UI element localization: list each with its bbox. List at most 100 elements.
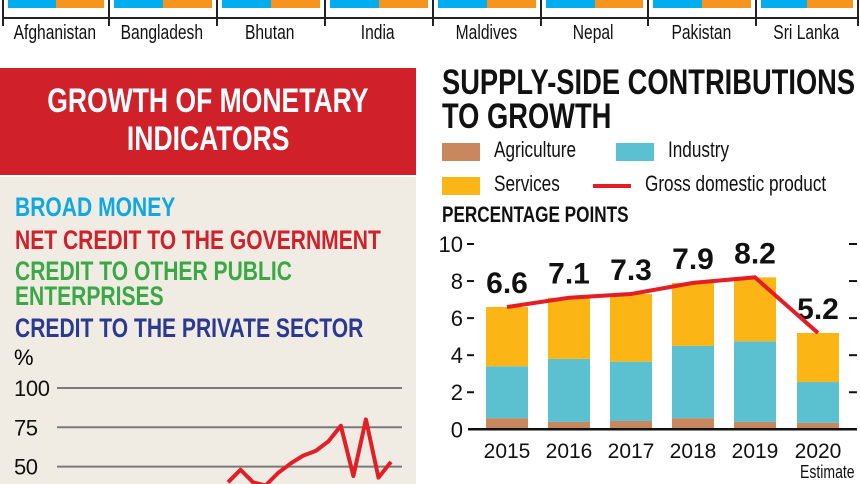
strip-bar-right: [56, 0, 104, 8]
country-cell: Pakistan: [647, 22, 755, 45]
country-label: Bhutan: [245, 22, 295, 44]
strip-bar-right: [379, 0, 428, 8]
x-tick-label: 2015: [484, 440, 531, 463]
x-tick-label: 2019: [732, 440, 779, 463]
y-tick-label: 4: [451, 343, 463, 368]
legend-label: Industry: [668, 137, 730, 162]
strip-bar-right: [702, 0, 751, 8]
bar-agriculture-2018: [672, 418, 714, 430]
strip-divider: [755, 0, 757, 26]
strip-divider: [2, 0, 4, 26]
strip-bar-right: [594, 0, 643, 8]
legend-swatch: [442, 177, 480, 195]
y-tick-label: 50: [14, 455, 38, 480]
right-title-line2: TO GROWTH: [442, 97, 612, 136]
legend-label: Gross domestic product: [645, 171, 827, 196]
country-cell: Bangladesh: [108, 22, 216, 45]
strip-bar-right: [487, 0, 536, 8]
strip-bar-left: [330, 0, 379, 8]
strip-bar-left: [438, 0, 487, 8]
gdp-line: [506, 275, 820, 335]
legend-swatch: [616, 143, 654, 161]
legend-item: Gross domestic product: [645, 171, 860, 197]
left-title-line2: INDICATORS: [126, 120, 290, 158]
series-line-net-credit-government: [226, 417, 393, 484]
country-label: Pakistan: [671, 22, 731, 44]
country-label: India: [361, 22, 395, 44]
legend-swatch: [593, 184, 631, 188]
country-cell: India: [324, 22, 432, 45]
strip-bar-left: [653, 0, 702, 8]
y-tick-label: 8: [451, 269, 463, 294]
unit-label: PERCENTAGE POINTS: [442, 202, 629, 227]
left-title-line1: GROWTH OF MONETARY: [47, 82, 369, 120]
bar-services-2019: [734, 277, 776, 342]
country-label: Bangladesh: [120, 22, 204, 44]
legend-label: Services: [494, 171, 560, 196]
left-panel-body: BROAD MONEY NET CREDIT TO THE GOVERNMENT…: [0, 177, 416, 484]
bar-services-2015: [486, 307, 528, 367]
legend-swatch: [442, 143, 480, 161]
country-cell: Bhutan: [216, 22, 324, 45]
y-tick-label: 10: [439, 232, 463, 257]
bar-services-2018: [672, 282, 714, 346]
strip-bar-left: [114, 0, 163, 8]
x-tick-label: 2020: [795, 440, 842, 463]
legend-item: Services: [494, 171, 578, 197]
bar-industry-2020: [797, 382, 839, 423]
legend-item: Industry: [668, 137, 746, 163]
strip-bar-right: [163, 0, 212, 8]
legend-credit-private-sector: CREDIT TO THE PRIVATE SECTOR: [15, 313, 364, 343]
country-label: Nepal: [573, 22, 614, 44]
data-label: 7.3: [610, 254, 652, 287]
x-tick-label: 2016: [546, 440, 593, 463]
legend-item: Agriculture: [494, 137, 599, 163]
estimate-note: Estimate: [800, 462, 855, 482]
country-label: Sri Lanka: [773, 22, 839, 44]
bar-industry-2015: [486, 366, 528, 419]
strip-bar-right: [271, 0, 320, 8]
bar-industry-2017: [610, 361, 652, 421]
y-tick-label: 0: [451, 417, 463, 442]
monetary-line-chart: % 100 75 50: [14, 345, 402, 484]
y-tick-label: 2: [451, 380, 463, 405]
y-tick-label: 100: [14, 376, 50, 401]
bar-agriculture-2016: [548, 421, 590, 430]
country-label: Afghanistan: [13, 22, 97, 44]
left-panel-header: GROWTH OF MONETARY INDICATORS: [0, 68, 416, 175]
data-label: 6.6: [486, 267, 528, 300]
bar-agriculture-2020: [797, 422, 839, 430]
legend-credit-public-enterprises-2: ENTERPRISES: [15, 281, 164, 311]
legend-broad-money: BROAD MONEY: [15, 192, 176, 222]
strip-divider: [216, 0, 218, 26]
bar-services-2016: [548, 297, 590, 359]
country-cell: Maldives: [432, 22, 540, 45]
data-label: 8.2: [734, 237, 776, 270]
bar-industry-2018: [672, 345, 714, 419]
country-strip: Afghanistan Bangladesh Bhutan India Maldives…: [0, 0, 860, 60]
country-cell: Nepal: [540, 22, 647, 45]
legend-credit-public-enterprises: CREDIT TO OTHER PUBLIC: [15, 256, 292, 286]
strip-divider: [647, 0, 649, 26]
legend-net-credit-government: NET CREDIT TO THE GOVERNMENT: [15, 225, 381, 255]
x-tick-label: 2018: [670, 440, 717, 463]
data-label: 5.2: [797, 293, 839, 326]
country-cell: Afghanistan: [2, 22, 108, 45]
left-y-unit: %: [14, 345, 34, 370]
bar-services-2017: [610, 294, 652, 362]
strip-bar-left: [761, 0, 807, 8]
bar-agriculture-2019: [734, 421, 776, 430]
strip-divider: [857, 0, 859, 26]
strip-bar-left: [8, 0, 56, 8]
bar-services-2020: [797, 332, 839, 383]
data-label: 7.9: [672, 243, 714, 276]
country-cell: Sri Lanka: [755, 22, 857, 45]
strip-bar-right: [807, 0, 853, 8]
x-tick-label: 2017: [608, 440, 655, 463]
strip-bar-left: [222, 0, 271, 8]
strip-divider: [540, 0, 542, 26]
right-title-line1: SUPPLY-SIDE CONTRIBUTIONS: [442, 63, 856, 102]
data-label: 7.1: [548, 258, 590, 291]
strip-divider: [324, 0, 326, 26]
country-label: Maldives: [455, 22, 517, 44]
